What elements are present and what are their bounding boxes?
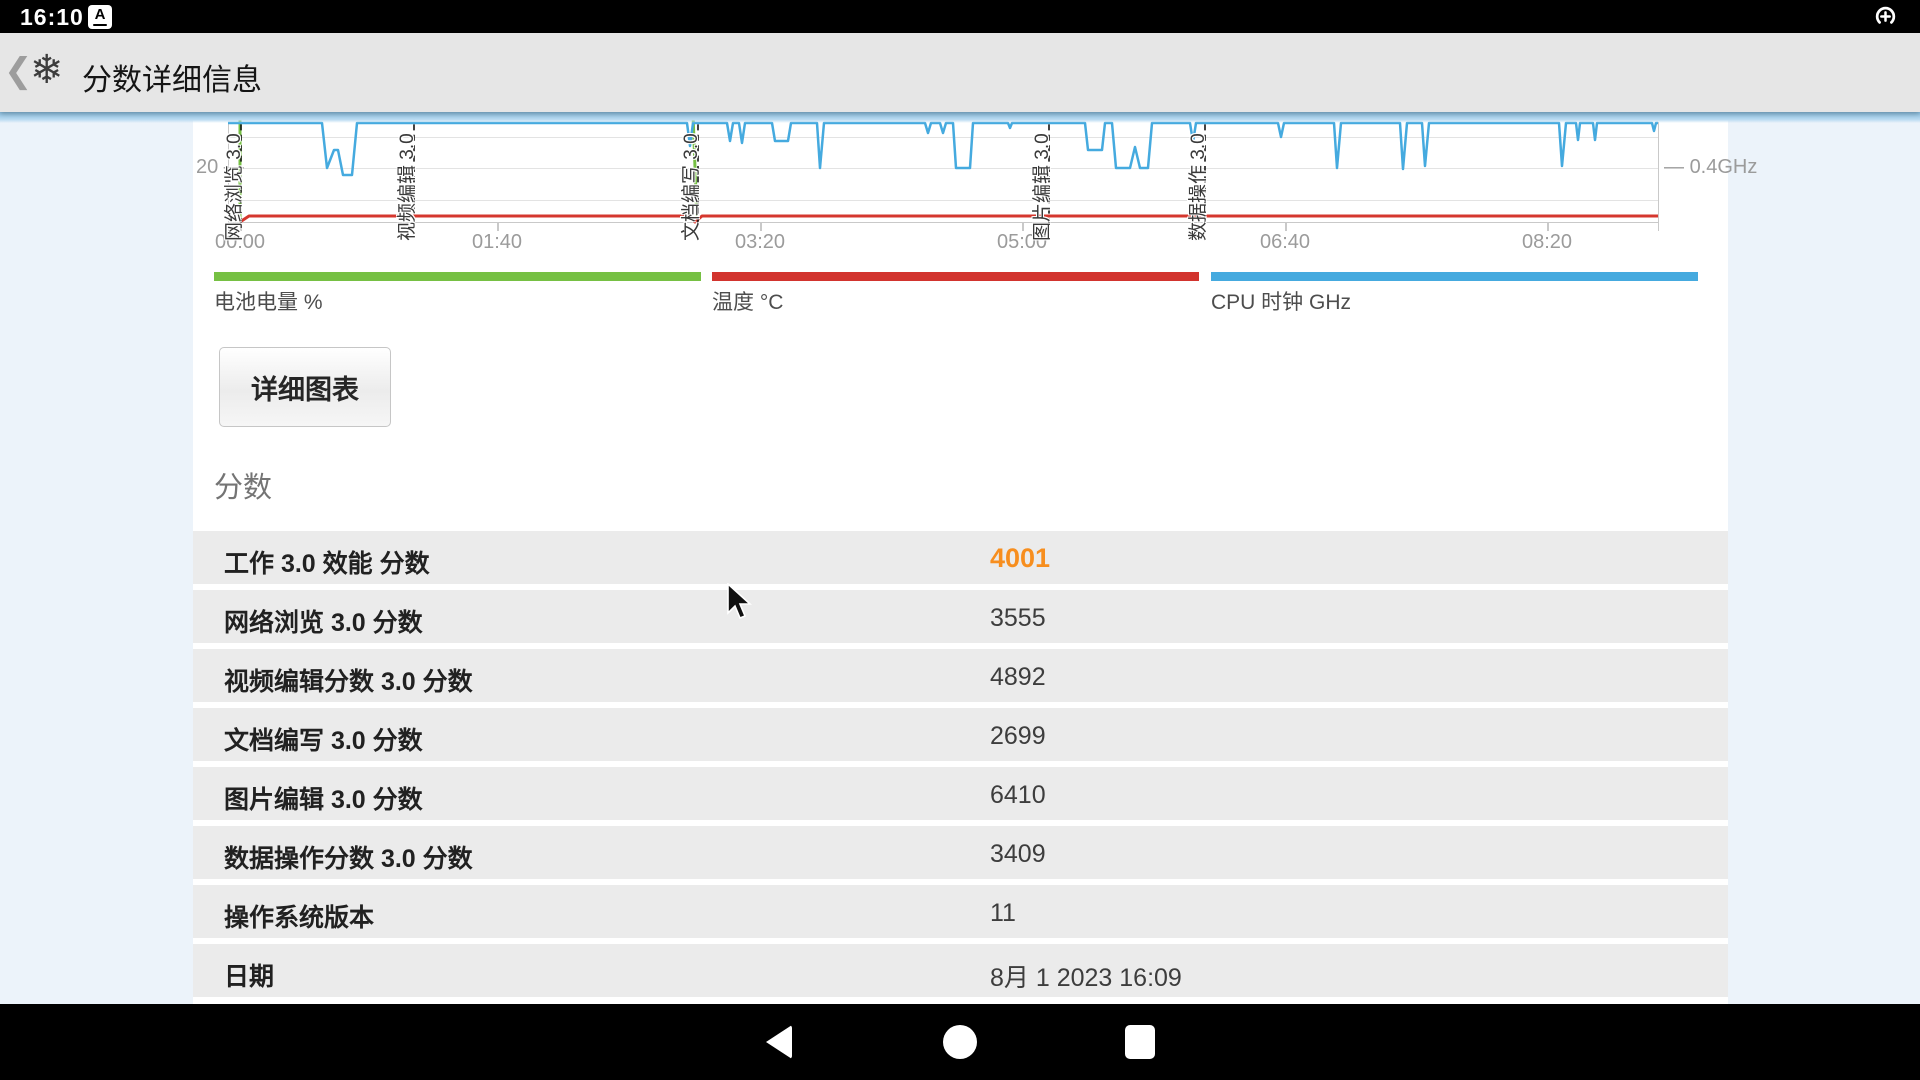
clock: 16:10 xyxy=(20,4,84,30)
x-tick-mark xyxy=(760,222,762,231)
table-row: 数据操作分数 3.0 分数 3409 xyxy=(193,826,1728,879)
x-tick-label: 03:20 xyxy=(734,231,786,253)
legend-item: CPU 时钟 GHz xyxy=(1211,272,1698,316)
table-row: 视频编辑分数 3.0 分数 4892 xyxy=(193,649,1728,702)
section-title-scores: 分数 xyxy=(214,472,273,504)
y-axis-line xyxy=(228,122,229,231)
phase-marker-label: 文档编写 3.0 xyxy=(681,133,702,241)
back-triangle-icon xyxy=(766,1025,792,1059)
phase-marker-label: 视频编辑 3.0 xyxy=(397,133,418,241)
legend-color-bar xyxy=(712,272,1199,281)
android-nav-bar xyxy=(0,1004,1920,1080)
table-row: 图片编辑 3.0 分数 6410 xyxy=(193,767,1728,820)
x-tick-mark xyxy=(1022,222,1024,231)
table-row: 日期 8月 1 2023 16:09 xyxy=(193,944,1728,997)
x-tick-mark xyxy=(497,222,499,231)
legend-label: CPU 时钟 GHz xyxy=(1211,291,1352,314)
input-method-icon: A xyxy=(88,5,112,29)
overscroll-glow xyxy=(0,112,1920,123)
page-title: 分数详细信息 xyxy=(82,64,262,97)
nav-back-button[interactable] xyxy=(719,1004,839,1080)
legend-label: 温度 °C xyxy=(712,291,784,314)
x-tick-label: 06:40 xyxy=(1259,231,1311,253)
x-axis-line xyxy=(228,222,1659,223)
x-tick-label: 05:00 xyxy=(996,231,1048,253)
x-tick-mark xyxy=(1285,222,1287,231)
x-tick-mark xyxy=(1547,222,1549,231)
gridline xyxy=(228,137,1658,138)
phase-marker-label: 图片编辑 3.0 xyxy=(1032,133,1053,241)
table-row: 文档编写 3.0 分数 2699 xyxy=(193,708,1728,761)
legend-label: 电池电量 % xyxy=(214,291,323,314)
gridline xyxy=(228,168,1658,169)
legend-item: 温度 °C xyxy=(712,272,1199,316)
nav-recents-button[interactable] xyxy=(1080,1004,1200,1080)
legend-item: 电池电量 % xyxy=(214,272,701,316)
status-bar: 16:10 A xyxy=(0,0,1920,33)
x-tick-mark xyxy=(240,222,242,231)
table-row: 操作系统版本 11 xyxy=(193,885,1728,938)
y-axis-right-line xyxy=(1658,122,1659,231)
phase-marker-label: 网络浏览 3.0 xyxy=(224,133,245,241)
data-saver-icon xyxy=(1875,6,1896,24)
legend-color-bar xyxy=(1211,272,1698,281)
gridline xyxy=(228,200,1658,201)
phase-marker-label: 数据操作 3.0 xyxy=(1188,133,1209,241)
nav-home-button[interactable] xyxy=(900,1004,1020,1080)
work-score-value: 4001 xyxy=(990,543,1051,573)
recents-square-icon xyxy=(1125,1025,1155,1059)
x-tick-label: 01:40 xyxy=(471,231,523,253)
home-circle-icon xyxy=(943,1025,977,1059)
back-icon[interactable]: ❮ xyxy=(4,52,33,90)
x-tick-label: 08:20 xyxy=(1521,231,1573,253)
pcmark-logo-icon: ❄ xyxy=(30,48,64,92)
table-row: 网络浏览 3.0 分数 3555 xyxy=(193,590,1728,643)
legend-color-bar xyxy=(214,272,701,281)
detailed-chart-button[interactable]: 详细图表 xyxy=(219,347,391,427)
x-tick-label: 00:00 xyxy=(214,231,266,253)
app-header: ❮ ❄ 分数详细信息 xyxy=(0,33,1920,112)
y-tick-right: — 0.4GHz xyxy=(1664,156,1758,178)
table-row: 工作 3.0 效能 分数 4001 xyxy=(193,531,1728,584)
